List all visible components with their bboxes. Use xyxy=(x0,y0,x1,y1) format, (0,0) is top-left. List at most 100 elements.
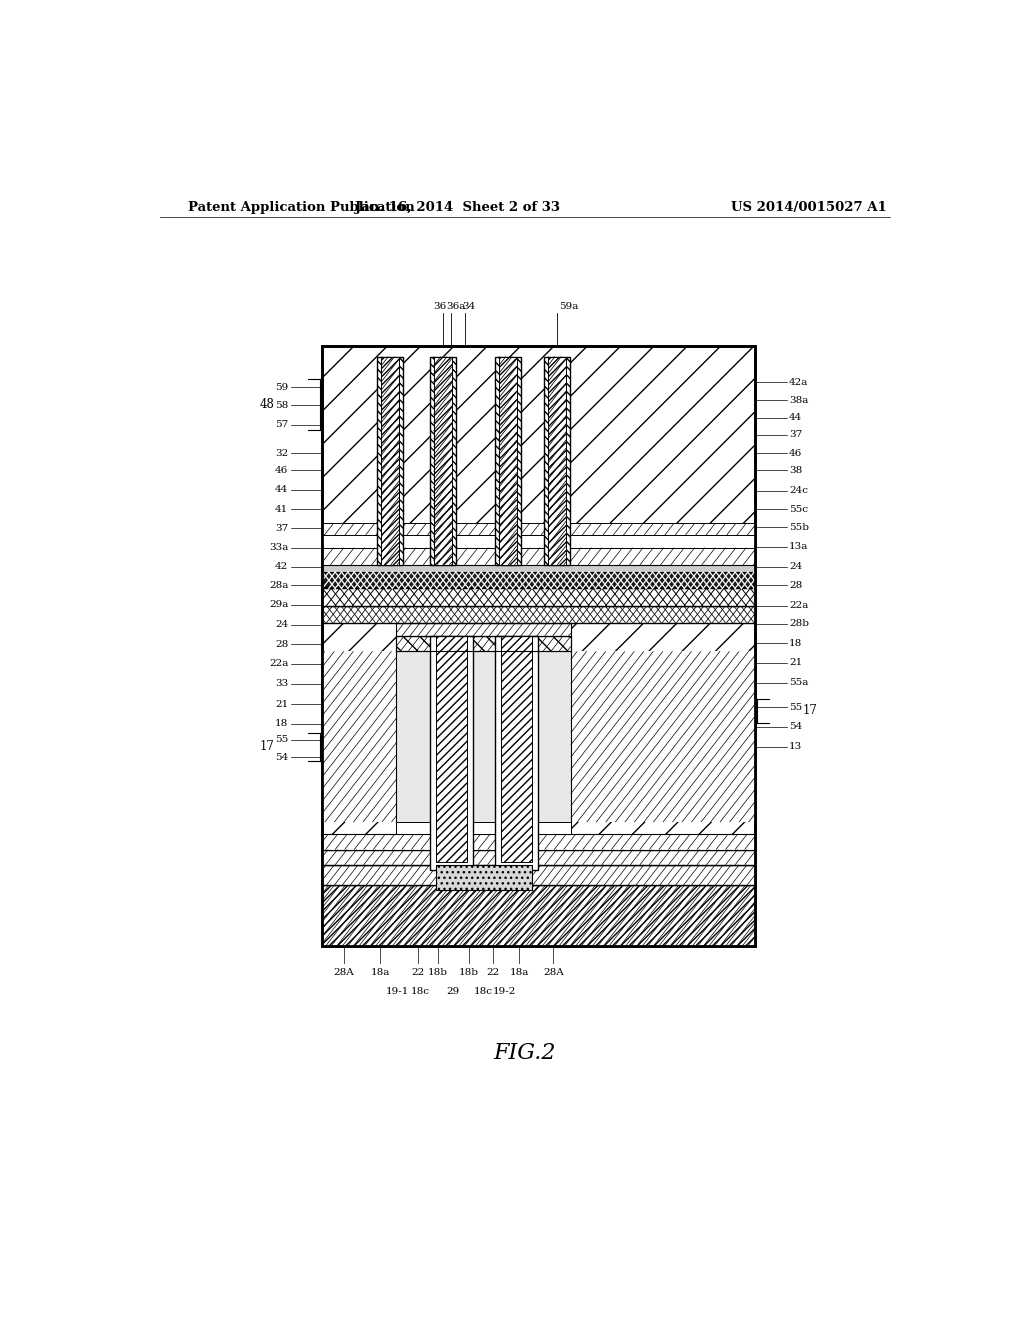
Text: 46: 46 xyxy=(275,466,289,475)
Text: 28a: 28a xyxy=(269,581,289,590)
Text: 13: 13 xyxy=(790,742,803,751)
Bar xyxy=(323,346,755,946)
Text: 55: 55 xyxy=(275,735,289,744)
Text: 41: 41 xyxy=(275,504,289,513)
Text: 59: 59 xyxy=(275,383,289,392)
Text: 55b: 55b xyxy=(790,523,809,532)
Text: 22a: 22a xyxy=(269,659,289,668)
Text: 29: 29 xyxy=(446,987,460,995)
Bar xyxy=(499,356,517,565)
Bar xyxy=(323,606,755,623)
Text: 29a: 29a xyxy=(269,601,289,609)
Text: 36: 36 xyxy=(433,302,446,312)
Text: 18a: 18a xyxy=(371,969,390,978)
Text: 32: 32 xyxy=(275,449,289,458)
Text: 18c: 18c xyxy=(411,987,429,995)
Bar xyxy=(323,523,755,536)
Text: 54: 54 xyxy=(790,722,803,731)
Bar xyxy=(323,865,755,886)
Text: 48: 48 xyxy=(260,397,274,411)
Text: 38a: 38a xyxy=(790,396,808,405)
Text: 42: 42 xyxy=(275,562,289,572)
Text: 22: 22 xyxy=(486,969,500,978)
Bar xyxy=(433,356,452,565)
Text: 24: 24 xyxy=(790,562,803,572)
Bar xyxy=(323,572,755,589)
Bar xyxy=(539,651,570,822)
Text: 58: 58 xyxy=(275,401,289,411)
Bar xyxy=(501,636,531,862)
Bar xyxy=(323,346,755,946)
Text: 37: 37 xyxy=(790,430,803,440)
Bar xyxy=(323,850,755,865)
Bar xyxy=(323,886,755,946)
Text: US 2014/0015027 A1: US 2014/0015027 A1 xyxy=(731,201,887,214)
Bar xyxy=(570,651,755,822)
Text: 18: 18 xyxy=(275,719,289,729)
Text: 55c: 55c xyxy=(790,504,808,513)
Bar xyxy=(323,565,755,572)
Text: 22a: 22a xyxy=(790,601,808,610)
Text: 28b: 28b xyxy=(790,619,809,628)
Bar xyxy=(473,651,495,822)
Text: 34: 34 xyxy=(463,302,476,312)
Text: 37: 37 xyxy=(275,524,289,533)
Text: 28: 28 xyxy=(790,581,803,590)
Bar xyxy=(396,636,570,651)
Bar xyxy=(396,623,570,636)
Text: 28: 28 xyxy=(275,640,289,648)
Bar xyxy=(396,822,570,834)
Text: 18b: 18b xyxy=(427,969,447,978)
Text: 46: 46 xyxy=(790,449,803,458)
Text: FIG.2: FIG.2 xyxy=(494,1041,556,1064)
Text: Jan. 16, 2014  Sheet 2 of 33: Jan. 16, 2014 Sheet 2 of 33 xyxy=(355,201,560,214)
Text: 18a: 18a xyxy=(510,969,529,978)
Text: 54: 54 xyxy=(275,752,289,762)
Bar xyxy=(381,356,399,565)
Bar xyxy=(323,589,755,606)
Bar xyxy=(323,651,396,822)
Text: 19-2: 19-2 xyxy=(494,987,517,995)
Text: 55a: 55a xyxy=(790,678,808,688)
Bar xyxy=(323,834,755,850)
Bar xyxy=(430,356,456,565)
Text: 18c: 18c xyxy=(474,987,493,995)
Text: 19-1: 19-1 xyxy=(386,987,410,995)
Text: 18b: 18b xyxy=(459,969,479,978)
Bar xyxy=(495,356,521,565)
Bar xyxy=(436,636,467,862)
Text: 42a: 42a xyxy=(790,378,808,387)
Text: 28A: 28A xyxy=(543,969,564,978)
Text: 44: 44 xyxy=(790,413,803,422)
Text: 18: 18 xyxy=(790,639,803,648)
Text: 44: 44 xyxy=(275,486,289,494)
Bar xyxy=(544,356,570,565)
Text: 33: 33 xyxy=(275,680,289,688)
Bar xyxy=(323,548,755,565)
Text: 21: 21 xyxy=(790,659,803,667)
Text: 22: 22 xyxy=(411,969,424,978)
Bar xyxy=(396,651,430,822)
Text: 24c: 24c xyxy=(790,486,808,495)
Bar xyxy=(436,865,531,890)
Text: 36a: 36a xyxy=(446,302,466,312)
Bar xyxy=(430,636,473,870)
Bar xyxy=(495,636,539,870)
Bar xyxy=(396,651,570,822)
Text: 21: 21 xyxy=(275,700,289,709)
Text: Patent Application Publication: Patent Application Publication xyxy=(187,201,415,214)
Text: 57: 57 xyxy=(275,420,289,429)
Text: 13a: 13a xyxy=(790,543,808,552)
Text: 17: 17 xyxy=(803,705,817,717)
Text: 28A: 28A xyxy=(334,969,354,978)
Text: 17: 17 xyxy=(260,741,274,754)
Text: 24: 24 xyxy=(275,620,289,630)
Bar xyxy=(377,356,403,565)
Text: 33a: 33a xyxy=(269,544,289,552)
Bar xyxy=(323,346,755,946)
Bar xyxy=(548,356,566,565)
Text: 55: 55 xyxy=(790,702,803,711)
Text: 59a: 59a xyxy=(559,302,579,312)
Bar xyxy=(323,536,755,548)
Text: 38: 38 xyxy=(790,466,803,475)
